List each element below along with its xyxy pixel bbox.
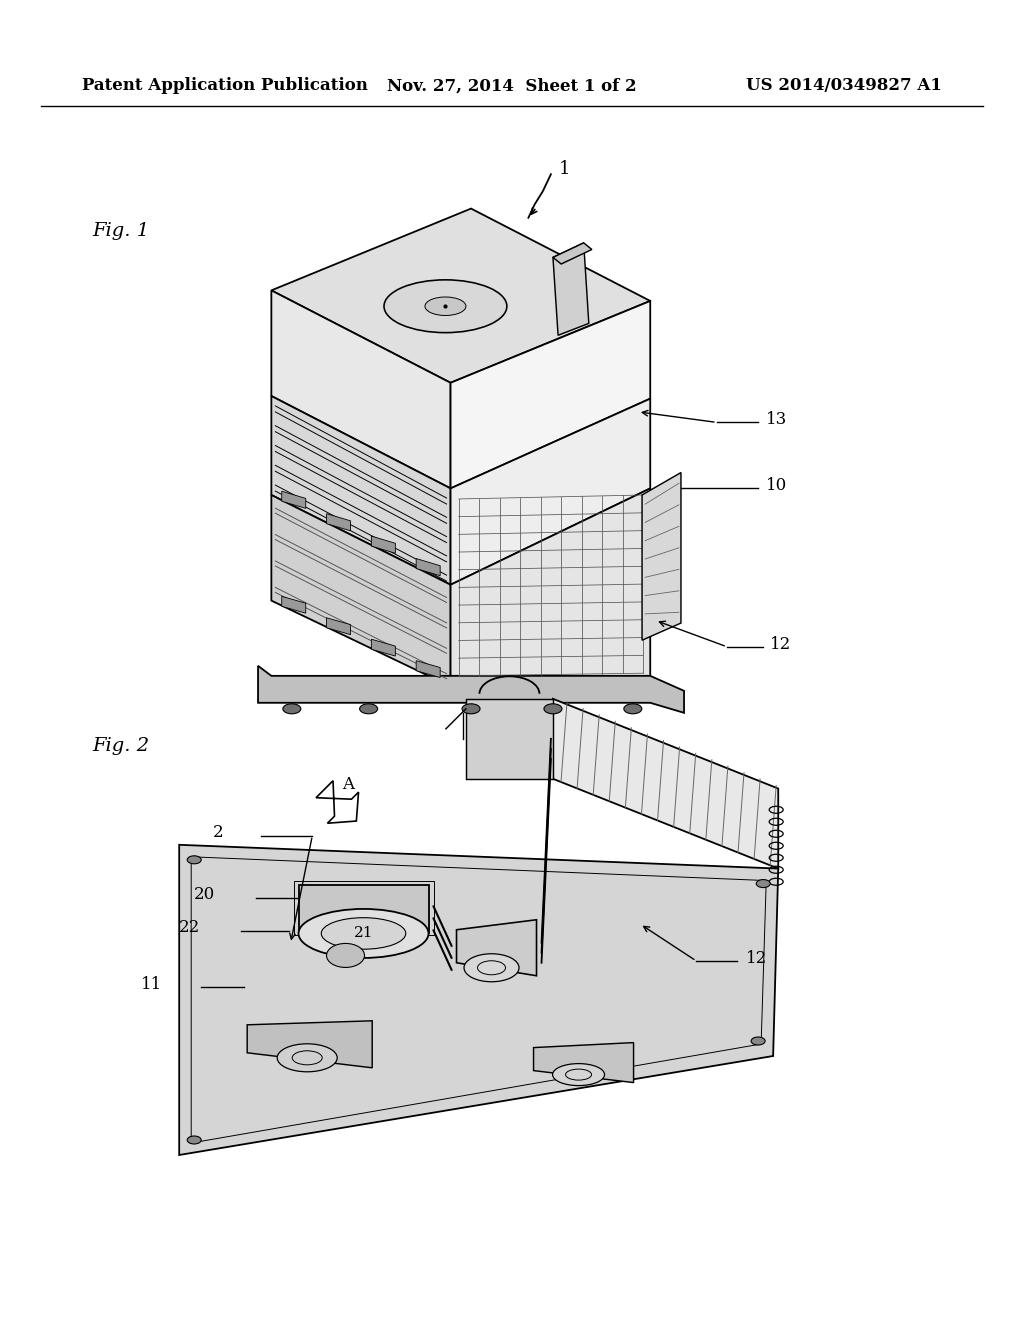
Ellipse shape (187, 855, 201, 863)
Ellipse shape (187, 1137, 201, 1144)
Text: 21: 21 (353, 927, 374, 940)
Polygon shape (553, 698, 778, 869)
Ellipse shape (553, 1064, 604, 1085)
Ellipse shape (464, 954, 519, 982)
Ellipse shape (359, 704, 378, 714)
Polygon shape (271, 396, 451, 585)
Ellipse shape (624, 704, 642, 714)
Polygon shape (534, 1043, 634, 1082)
Text: Nov. 27, 2014  Sheet 1 of 2: Nov. 27, 2014 Sheet 1 of 2 (387, 78, 637, 94)
Ellipse shape (283, 704, 301, 714)
Polygon shape (451, 488, 650, 686)
Text: 12: 12 (745, 950, 767, 966)
Ellipse shape (757, 879, 770, 887)
Polygon shape (416, 558, 440, 576)
Text: 11: 11 (469, 722, 490, 738)
Polygon shape (299, 886, 428, 933)
Polygon shape (553, 243, 592, 264)
Ellipse shape (544, 704, 562, 714)
Text: 10: 10 (766, 478, 787, 494)
Text: US 2014/0349827 A1: US 2014/0349827 A1 (746, 78, 942, 94)
Polygon shape (271, 290, 451, 488)
Polygon shape (466, 698, 553, 779)
Polygon shape (271, 495, 451, 686)
Polygon shape (179, 845, 778, 1155)
Polygon shape (451, 399, 650, 585)
Text: 13: 13 (766, 412, 787, 428)
Text: 2: 2 (213, 825, 223, 841)
Polygon shape (247, 1020, 372, 1068)
Polygon shape (282, 491, 306, 508)
Ellipse shape (299, 909, 428, 958)
Ellipse shape (322, 917, 406, 949)
Ellipse shape (384, 280, 507, 333)
Text: 22: 22 (178, 920, 200, 936)
Polygon shape (282, 597, 306, 614)
Ellipse shape (327, 944, 365, 968)
Ellipse shape (278, 1044, 337, 1072)
Polygon shape (327, 513, 350, 531)
Polygon shape (642, 473, 681, 640)
Polygon shape (372, 536, 395, 553)
Polygon shape (258, 665, 684, 713)
Text: 1: 1 (559, 160, 570, 178)
Polygon shape (327, 618, 350, 635)
Ellipse shape (462, 704, 480, 714)
Polygon shape (553, 243, 589, 335)
Polygon shape (316, 780, 358, 824)
Text: A: A (343, 776, 354, 793)
Polygon shape (457, 920, 537, 975)
Text: 20: 20 (194, 887, 215, 903)
Text: 12: 12 (770, 636, 792, 652)
Ellipse shape (752, 1038, 765, 1045)
Polygon shape (451, 301, 650, 488)
Ellipse shape (425, 297, 466, 315)
Text: Fig. 2: Fig. 2 (92, 737, 150, 755)
Text: Patent Application Publication: Patent Application Publication (82, 78, 368, 94)
Text: 11: 11 (140, 977, 162, 993)
Text: Fig. 1: Fig. 1 (92, 222, 150, 240)
Polygon shape (416, 661, 440, 677)
Polygon shape (271, 209, 650, 383)
Polygon shape (372, 639, 395, 656)
